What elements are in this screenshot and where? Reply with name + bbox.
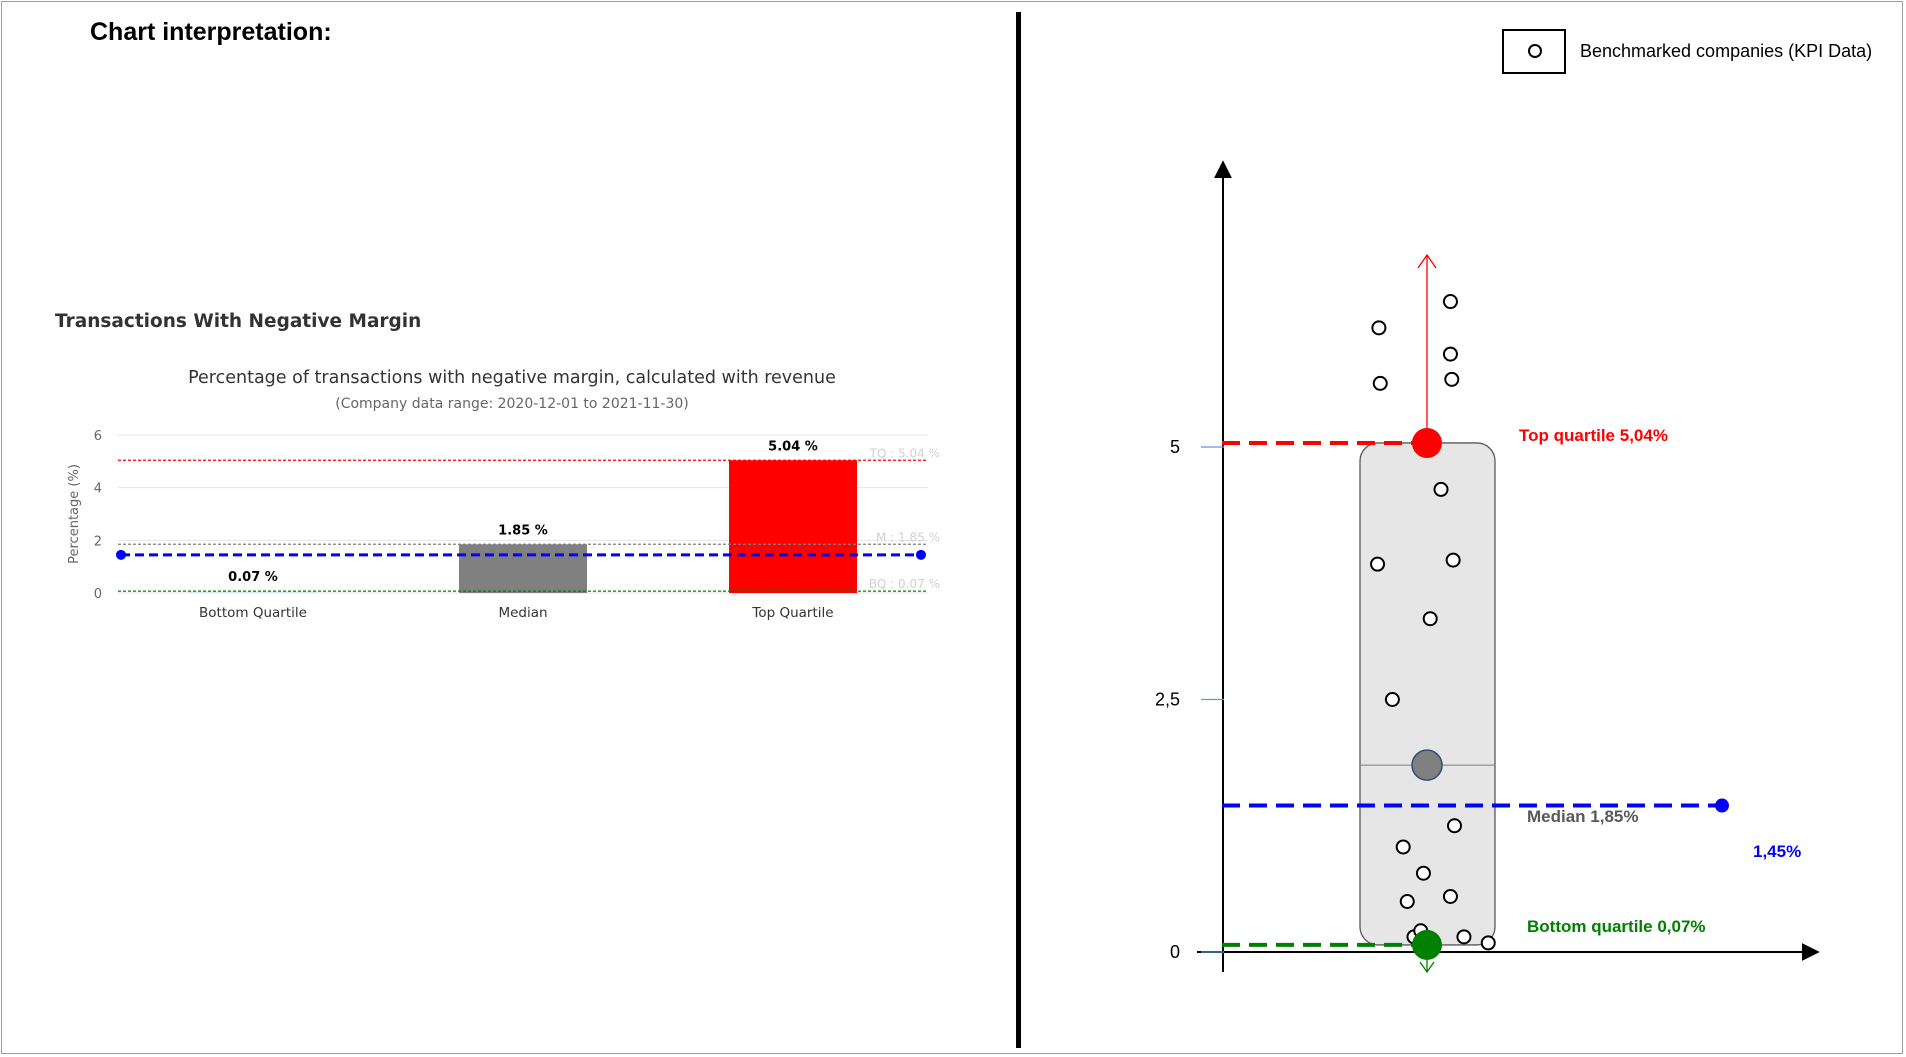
bar-data-label: 5.04 % <box>768 439 818 454</box>
company-end-point <box>1715 798 1729 813</box>
company-data-point <box>1370 556 1386 572</box>
company-data-point <box>1445 552 1461 568</box>
top-arrow-head-icon <box>1417 253 1437 269</box>
reference-line-label: TQ : 5.04 % <box>869 446 940 460</box>
x-tick-label: Bottom Quartile <box>199 605 307 621</box>
company-value-label: 1,45% <box>1753 842 1801 861</box>
chart-subtitle: (Company data range: 2020-12-01 to 2021-… <box>335 396 689 412</box>
company-data-point <box>1442 346 1458 362</box>
x-tick-label: Top Quartile <box>751 605 833 621</box>
top-quartile-marker <box>1412 427 1442 458</box>
chart-card-title: Transactions With Negative Margin <box>55 311 422 332</box>
bar-data-label: 1.85 % <box>498 523 548 538</box>
bar-3 <box>729 460 857 593</box>
reference-line-label: M : 1.85 % <box>876 530 940 544</box>
y-tick-label: 6 <box>94 429 102 444</box>
bar-plot-area: 0 2 4 6 Percentage (%) 0.07 % Bottom Quartile 1… <box>67 429 940 621</box>
company-data-point <box>1415 865 1431 881</box>
bottom-quartile-marker <box>1412 929 1442 960</box>
y-tick-label: 2,5 <box>1155 690 1180 710</box>
legend-label: Benchmarked companies (KPI Data) <box>1580 41 1873 61</box>
median-label: Median 1,85% <box>1527 807 1639 826</box>
y-axis-title: Percentage (%) <box>67 464 82 564</box>
x-tick-label: Median <box>498 605 547 621</box>
company-data-point <box>1480 935 1496 951</box>
y-tick-label: 0 <box>1170 942 1180 962</box>
median-marker <box>1411 749 1443 781</box>
company-data-point <box>1444 371 1460 387</box>
company-data-point <box>1395 839 1411 855</box>
top-quartile-label: Top quartile 5,04% <box>1519 426 1668 445</box>
reference-line-label: BQ : 0.07 % <box>869 577 940 591</box>
company-data-point <box>1384 692 1400 707</box>
vertical-divider <box>1016 12 1021 1048</box>
company-data-point <box>1372 375 1388 391</box>
company-data-point <box>1422 611 1438 627</box>
legend-circle-icon <box>1528 44 1542 58</box>
y-tick-label: 5 <box>1170 437 1180 457</box>
company-data-point <box>1371 320 1387 336</box>
y-tick-label: 4 <box>94 482 102 497</box>
company-data-point <box>1456 929 1472 945</box>
company-data-point <box>1442 888 1458 904</box>
chart-title: Percentage of transactions with negative… <box>188 368 836 388</box>
legend-box <box>1502 29 1566 74</box>
company-line-end-point <box>916 549 926 560</box>
company-data-point <box>1433 481 1449 497</box>
bottom-arrow-head-icon <box>1419 961 1435 974</box>
company-data-point <box>1399 894 1415 909</box>
bottom-quartile-label: Bottom quartile 0,07% <box>1527 917 1706 936</box>
y-tick-label: 0 <box>94 587 102 602</box>
company-line-start-point <box>116 549 126 560</box>
bar-data-label: 0.07 % <box>228 570 278 585</box>
y-tick-label: 2 <box>94 534 102 549</box>
page-heading: Chart interpretation: <box>90 18 332 46</box>
bar-2 <box>459 544 587 593</box>
company-data-point <box>1442 294 1458 310</box>
bar-1 <box>189 591 317 593</box>
company-data-point <box>1447 818 1462 834</box>
diagram-plot-area: 02,55 <box>1155 160 1820 974</box>
